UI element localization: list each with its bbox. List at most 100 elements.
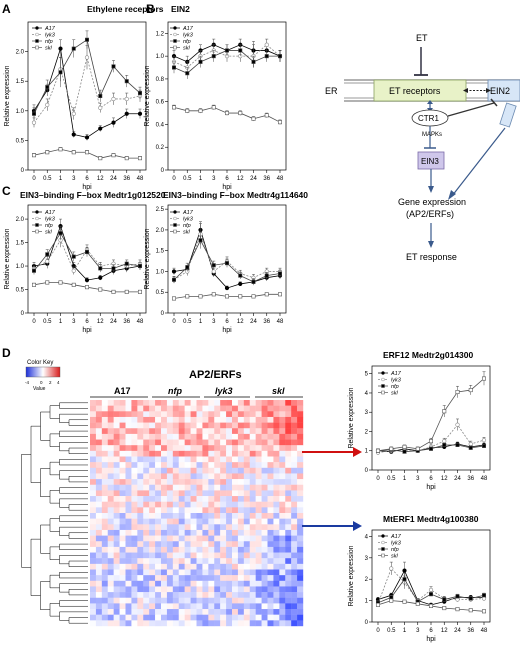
data-point xyxy=(468,388,473,393)
heatmap-cell xyxy=(90,405,97,412)
legend-label: nfp xyxy=(45,39,53,45)
heatmap-cell xyxy=(249,490,256,497)
heatmap-cell xyxy=(273,546,280,553)
data-point xyxy=(98,275,103,280)
heatmap-cell xyxy=(155,529,162,536)
heatmap-cell xyxy=(149,439,156,446)
y-tick-label: 0 xyxy=(161,311,165,317)
heatmap-cell xyxy=(125,405,132,412)
heatmap-cell xyxy=(220,416,227,423)
heatmap-cell xyxy=(131,501,138,508)
data-point xyxy=(225,48,230,53)
heatmap-cell xyxy=(297,405,304,412)
heatmap-cell xyxy=(279,484,286,491)
heatmap-cell xyxy=(101,529,108,536)
heatmap-cell xyxy=(297,428,304,435)
heatmap-cell xyxy=(178,620,185,627)
data-point xyxy=(185,108,190,113)
heatmap-cell xyxy=(95,501,103,508)
heatmap-cell xyxy=(119,513,126,519)
heatmap-cell xyxy=(190,524,197,531)
heatmap-cell xyxy=(202,405,209,412)
heatmap-cell xyxy=(214,558,221,565)
heatmap-cell xyxy=(101,405,108,412)
heatmap-cell xyxy=(208,490,215,497)
heatmap-cell xyxy=(178,603,185,610)
heatmap-cell xyxy=(95,524,103,531)
y-axis-label: Relative expression xyxy=(4,65,11,126)
data-point xyxy=(172,277,177,282)
heatmap-cell xyxy=(143,586,150,593)
heatmap-cell xyxy=(297,620,304,627)
heatmap-cell xyxy=(220,490,227,497)
heatmap-cell xyxy=(196,496,203,502)
heatmap-cell xyxy=(220,597,227,604)
heatmap-cell xyxy=(285,411,292,418)
heatmap-cell xyxy=(149,620,156,627)
heatmap-cell xyxy=(95,563,103,570)
heatmap-cell xyxy=(297,558,304,565)
heatmap-cell xyxy=(166,552,174,559)
data-point xyxy=(185,294,190,299)
x-tick-label: 0.5 xyxy=(387,476,396,482)
data-point xyxy=(137,111,143,116)
heatmap-cell xyxy=(101,541,108,548)
heatmap-cell xyxy=(261,586,268,593)
heatmap-cell xyxy=(237,416,245,423)
heatmap-cell xyxy=(113,507,120,514)
heatmap-cell xyxy=(178,484,185,491)
heatmap-cell xyxy=(237,592,245,598)
heatmap-cell xyxy=(249,473,256,480)
heatmap-cell xyxy=(261,479,268,485)
heatmap-cell xyxy=(119,580,126,587)
heatmap-cell xyxy=(202,546,209,553)
heatmap-cell xyxy=(237,575,245,581)
y-tick-label: 1.5 xyxy=(16,79,25,85)
heatmap-cell xyxy=(131,433,138,440)
data-point xyxy=(442,409,447,414)
heatmap-cell xyxy=(172,445,179,452)
heatmap-cell xyxy=(143,490,150,497)
heatmap-cell xyxy=(220,456,227,463)
heatmap-cell xyxy=(202,575,209,581)
heatmap-cell xyxy=(202,411,209,418)
heatmap-cell xyxy=(90,456,97,463)
heatmap-cell xyxy=(184,592,191,598)
heatmap-cell xyxy=(196,620,203,627)
heatmap-cell xyxy=(119,592,126,598)
heatmap-cell xyxy=(267,473,274,480)
legend-label: skl xyxy=(183,46,191,52)
heatmap-cell xyxy=(208,501,215,508)
heatmap-cell xyxy=(107,456,114,463)
heatmap-cell xyxy=(101,620,108,627)
heatmap-cell xyxy=(113,445,120,452)
heatmap-cell xyxy=(166,445,174,452)
heatmap-cell xyxy=(208,592,215,598)
heatmap-cell xyxy=(119,405,126,412)
data-point xyxy=(402,449,407,454)
heatmap-cell xyxy=(190,411,197,418)
heatmap-cell xyxy=(161,597,168,604)
heatmap-cell xyxy=(143,541,150,548)
heatmap-cell xyxy=(208,462,215,468)
heatmap-cell xyxy=(214,405,221,412)
heatmap-cell xyxy=(143,552,150,559)
heatmap-cell xyxy=(255,575,262,581)
heatmap-cell xyxy=(237,462,245,468)
heatmap-cell xyxy=(220,524,227,531)
heatmap-cell xyxy=(279,558,286,565)
data-point xyxy=(45,85,50,90)
heatmap-cell xyxy=(125,450,132,457)
series-skl xyxy=(31,147,143,161)
heatmap-cell xyxy=(119,507,126,514)
heatmap-cell xyxy=(297,496,304,502)
heatmap-cell xyxy=(90,535,97,542)
heatmap-cell xyxy=(255,400,262,406)
heatmap-cell xyxy=(255,433,262,440)
heatmap-cell xyxy=(220,529,227,536)
heatmap-cell xyxy=(243,580,250,587)
heatmap-cell xyxy=(279,439,286,446)
heatmap-cell xyxy=(113,450,120,457)
x-tick-label: 0 xyxy=(32,176,36,182)
heatmap-cell xyxy=(166,400,174,406)
